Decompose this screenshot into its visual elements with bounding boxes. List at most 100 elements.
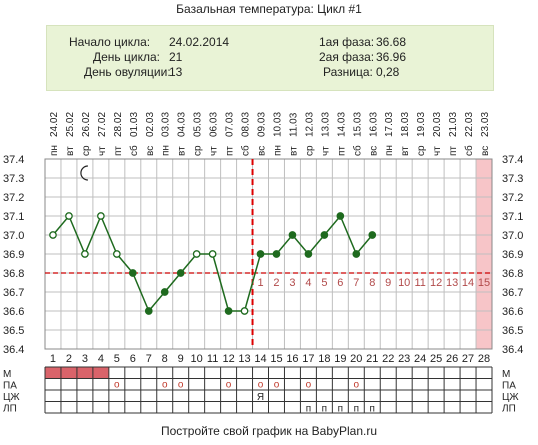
date-label: 22.03 [464,112,475,137]
temperature-point [224,307,233,315]
temperature-point [112,250,121,258]
ovulation-day-value: 13 [169,65,183,79]
date-label: 05.03 [193,112,204,137]
post-ovulation-count: 6 [337,277,343,289]
day-number: 9 [178,353,184,365]
post-ovulation-count: 1 [257,277,263,289]
y-tick-label-left: 36.4 [3,344,24,356]
y-tick-label-left: 37.2 [3,192,24,204]
ovulation-day-label: День овуляции: [84,65,171,79]
difference-label: Разница: [323,65,373,79]
row-label-left: М [3,369,11,380]
day-number: 10 [191,353,203,365]
y-tick-label-right: 37.2 [502,192,523,204]
weekday-label: сб [351,145,363,156]
day-number: 12 [222,353,234,365]
footer-link-text[interactable]: Постройте свой график на BabyPlan.ru [160,424,378,438]
weekday-label: чт [432,146,443,156]
pa-mark: о [306,380,312,391]
row-label-left: ЦЖ [3,392,20,403]
temperature-point [81,250,89,258]
post-ovulation-count: 2 [273,277,279,289]
date-label: 06.03 [209,112,220,137]
phase2-label: 2ая фаза: [319,50,375,64]
period-cell [45,367,61,379]
temperature-point [304,250,313,258]
weekday-label: ср [416,145,427,156]
day-number: 23 [398,353,410,365]
day-number: 3 [82,353,88,365]
weekday-label: вс [257,146,268,156]
cycle-start-value: 24.02.2014 [169,35,230,49]
temperature-point [97,212,105,220]
y-tick-label-right: 36.5 [502,325,523,337]
y-tick-label-left: 36.9 [3,249,24,261]
weekday-label: сб [240,145,252,156]
day-number: 21 [366,353,378,365]
date-label: 08.03 [241,112,252,137]
day-number: 17 [302,353,314,365]
day-number: 19 [334,353,346,365]
day-number: 7 [146,353,152,365]
pa-mark: о [354,380,360,391]
period-cell [76,367,93,379]
weekday-label: вт [400,146,411,156]
date-label: 27.02 [97,112,108,137]
weekday-label: пт [448,146,459,156]
temperature-point [192,250,201,258]
day-number: 8 [162,353,168,365]
day-number: 11 [207,353,218,365]
weekday-label: чт [97,146,108,156]
weekday-label: пн [384,145,395,156]
day-number: 5 [114,353,120,365]
day-number: 28 [478,353,490,365]
temperature-point [272,250,281,258]
date-label: 11.03 [288,112,299,137]
lp-mark: п [322,404,327,415]
y-tick-label-right: 36.4 [502,344,523,356]
weekday-label: вс [145,146,156,156]
day-number: 6 [130,353,136,365]
post-ovulation-count: 11 [414,277,425,289]
post-ovulation-count: 13 [446,277,458,289]
date-label: 04.03 [177,112,188,137]
row-label-left: ПА [3,381,17,392]
czh-mark: Я [257,392,264,403]
day-number: 14 [254,353,266,365]
date-label: 01.03 [129,112,140,137]
day-number: 16 [286,353,298,365]
y-tick-label-right: 36.8 [502,268,523,280]
date-label: 13.03 [320,112,331,137]
date-label: 18.03 [400,112,411,137]
y-tick-label-left: 36.5 [3,325,24,337]
weekday-label: вс [368,146,379,156]
lp-mark: п [306,404,311,415]
date-label: 10.03 [272,112,283,137]
plot-border [44,158,493,350]
phase1-label: 1ая фаза: [319,35,375,49]
temperature-point [208,250,217,258]
cycle-start-label: Начало цикла: [69,35,151,49]
post-ovulation-count: 5 [321,277,327,289]
date-label: 16.03 [368,112,379,137]
day-number: 22 [382,353,394,365]
pa-mark: о [114,380,120,391]
date-label: 19.03 [416,112,427,137]
weekday-label: пт [113,146,124,156]
date-label: 28.02 [113,112,124,137]
date-label: 21.03 [448,112,459,137]
row-label-right: ЛП [502,404,516,415]
temperature-point [256,250,265,258]
temperature-point [240,307,249,315]
date-label: 17.03 [384,112,395,137]
weekday-label: вт [65,146,76,156]
post-ovulation-count: 3 [289,277,295,289]
day-number: 2 [66,353,72,365]
day-number: 15 [270,353,282,365]
weekday-label: пн [272,145,283,156]
day-number: 26 [446,353,458,365]
post-ovulation-count: 7 [353,277,359,289]
day-number: 20 [350,353,362,365]
weekday-label: ср [304,145,315,156]
